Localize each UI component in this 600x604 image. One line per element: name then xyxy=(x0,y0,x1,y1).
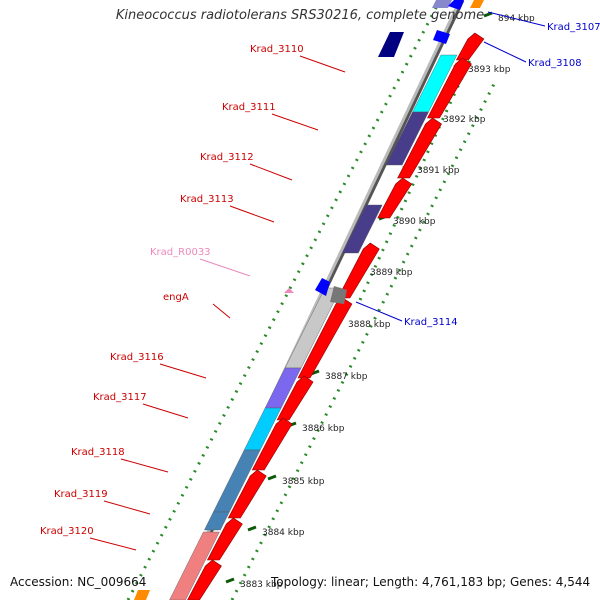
gene-label-forward: Krad_3118 xyxy=(71,447,125,458)
scale-label: 3883 kbp xyxy=(240,580,283,590)
gene-label-forward: Krad_3110 xyxy=(250,44,304,55)
map-title: Kineococcus radiotolerans SRS30216, comp… xyxy=(115,8,485,23)
scale-tick xyxy=(267,474,277,481)
gene-label-leader xyxy=(487,11,546,27)
gene-label-forward: Krad_3120 xyxy=(40,526,94,537)
scale-label: 3886 kbp xyxy=(302,424,345,434)
gene-label-forward: Krad_3117 xyxy=(93,392,147,403)
gene-label-leader xyxy=(120,458,169,473)
scale-label: 3889 kbp xyxy=(370,268,413,278)
scale-tick xyxy=(483,11,493,18)
scale-label: 3891 kbp xyxy=(417,166,460,176)
cds-reverse-block xyxy=(448,0,464,10)
cds-forward-block xyxy=(337,242,380,299)
scale-tick xyxy=(225,577,235,584)
gene-label-leader xyxy=(212,303,231,319)
gene-label-leader xyxy=(89,537,137,551)
gene-label-reverse: Krad_3114 xyxy=(404,317,458,328)
gene-label-forward: engA xyxy=(163,292,189,303)
cds-forward-block xyxy=(397,117,442,179)
gene-label-leader xyxy=(249,163,293,181)
gene-function-block xyxy=(385,111,429,166)
gene-function-block xyxy=(341,204,383,254)
gene-function-block xyxy=(432,0,452,8)
scale-label: 3887 kbp xyxy=(325,372,368,382)
gene-label-reverse: Krad_3107 xyxy=(547,22,600,33)
gene-label-reverse: Krad_3108 xyxy=(528,58,582,69)
scale-label: 3893 kbp xyxy=(468,65,511,75)
gene-label-leader xyxy=(299,55,346,73)
cds-forward-block xyxy=(427,57,472,119)
gene-function-block xyxy=(330,286,347,304)
cds-forward-block xyxy=(377,177,413,219)
divider-right-dotted xyxy=(230,79,498,601)
gene-label-forward: Krad_3116 xyxy=(110,352,164,363)
gene-function-block xyxy=(204,511,230,531)
scale-label: 3892 kbp xyxy=(443,115,486,125)
scale-label: 3884 kbp xyxy=(262,528,305,538)
scale-label: 3890 kbp xyxy=(393,217,436,227)
gene-label-forward: Krad_3111 xyxy=(222,102,276,113)
genome-summary: Topology: linear; Length: 4,761,183 bp; … xyxy=(271,575,591,589)
cds-forward-block xyxy=(297,297,353,379)
gene-label-leader xyxy=(229,205,275,223)
gene-label-leader xyxy=(355,301,403,322)
gene-function-block xyxy=(134,590,150,600)
cds-forward-block xyxy=(455,32,485,61)
gene-label-forward: Krad_R0033 xyxy=(150,247,211,258)
cds-reverse-block xyxy=(433,30,450,44)
gene-label-leader xyxy=(483,41,527,63)
gene-label-forward: Krad_3113 xyxy=(180,194,234,205)
gene-label-leader xyxy=(271,113,319,131)
scale-label: 3888 kbp xyxy=(348,320,391,330)
gene-label-leader xyxy=(159,363,207,379)
gene-label-leader xyxy=(142,403,189,419)
rna-marker xyxy=(284,288,294,293)
accession-label: Accession: NC_009664 xyxy=(10,575,147,589)
cds-forward-block xyxy=(227,469,267,519)
scale-label: 3885 kbp xyxy=(282,477,325,487)
gene-label-forward: Krad_3119 xyxy=(54,489,108,500)
gene-function-block xyxy=(378,32,404,57)
gene-label-leader xyxy=(199,258,251,277)
scale-tick xyxy=(247,525,257,532)
gene-function-block xyxy=(470,0,484,8)
gene-label-leader xyxy=(103,500,151,515)
cds-forward-block xyxy=(276,375,314,421)
cds-forward-block xyxy=(251,417,293,471)
cds-forward-block xyxy=(206,517,243,561)
gene-label-forward: Krad_3112 xyxy=(200,152,254,163)
cds-reverse-block xyxy=(315,278,330,296)
